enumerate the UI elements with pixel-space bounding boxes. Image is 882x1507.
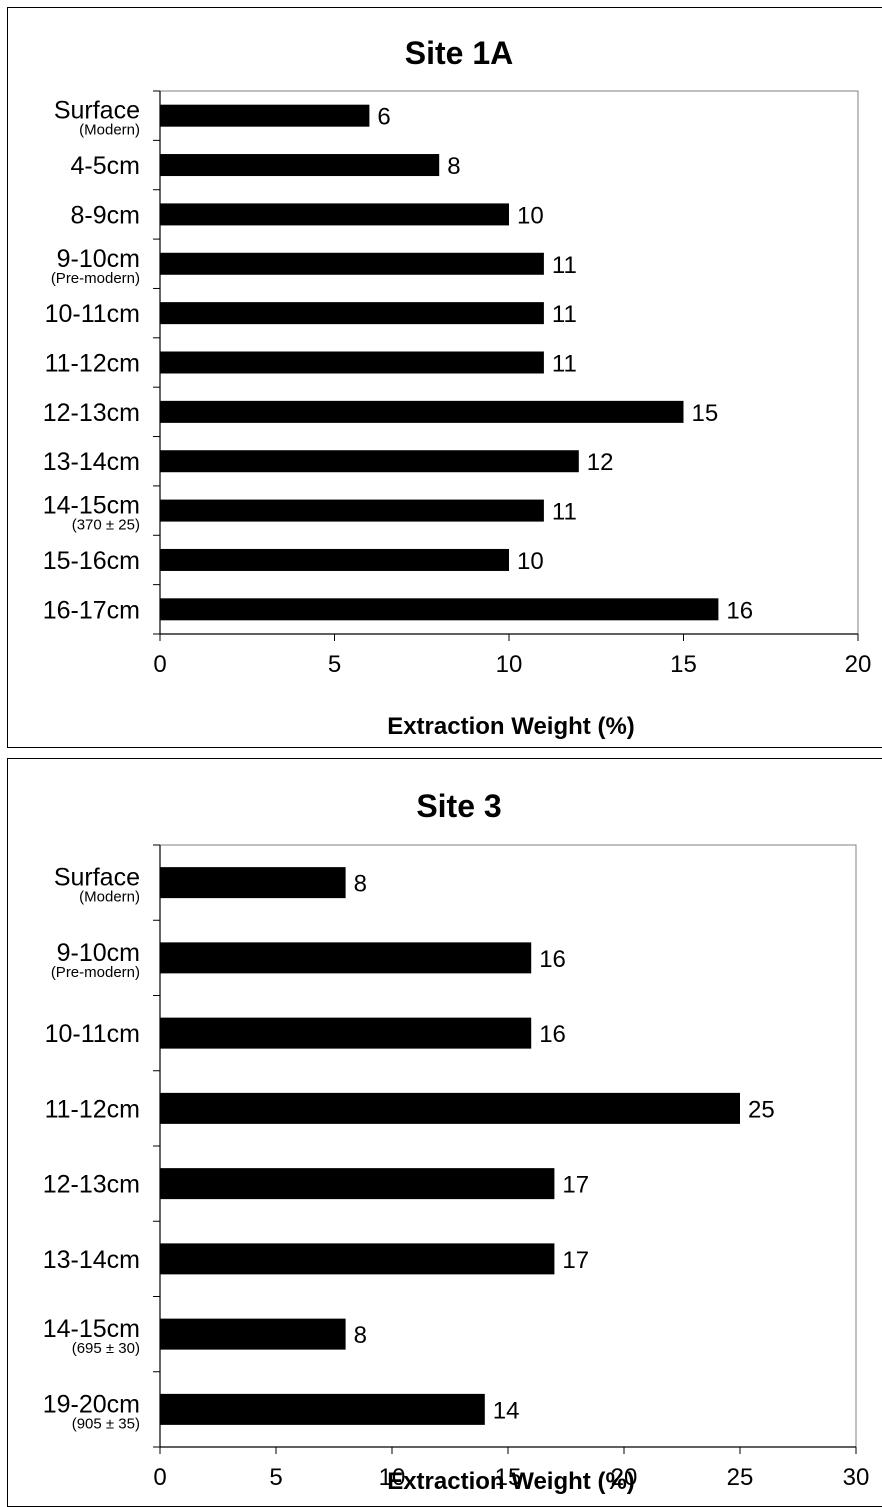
data-label: 14: [493, 1397, 520, 1424]
plot-area-frame: [159, 844, 857, 1448]
category-sublabel: (695 ± 30): [72, 1340, 140, 1357]
category-label: Surface: [54, 864, 140, 892]
x-tick-label: 20: [611, 1464, 638, 1491]
category-sublabel: (Pre-modern): [51, 964, 140, 981]
category-label: 12-13cm: [43, 1171, 140, 1199]
category-label: 19-20cm: [43, 1390, 140, 1418]
x-tick-label: 30: [843, 1464, 870, 1491]
bar-1: [160, 867, 346, 899]
data-label: 15: [692, 400, 719, 427]
category-label: 12-13cm: [43, 399, 140, 427]
x-tick-label: 25: [727, 1464, 754, 1491]
x-axis-label: Extraction Weight (%): [387, 1468, 635, 1495]
data-label: 17: [562, 1247, 589, 1274]
category-label: 4-5cm: [71, 152, 140, 180]
x-tick-label: 5: [269, 1464, 282, 1491]
bar-1: [160, 104, 370, 127]
bar-7: [160, 400, 684, 423]
x-tick-label: 10: [379, 1464, 406, 1491]
data-label: 12: [587, 449, 614, 476]
category-label: 11-12cm: [45, 1095, 140, 1123]
category-label: 13-14cm: [43, 1246, 140, 1274]
chart-title: Site 1A: [405, 35, 513, 71]
bar-5: [160, 302, 544, 325]
bar-2: [160, 154, 440, 177]
x-tick-label: 15: [670, 651, 697, 678]
category-label: 9-10cm: [57, 939, 140, 967]
category-label: 15-16cm: [43, 547, 140, 575]
data-label: 16: [539, 1021, 566, 1048]
data-label: 11: [552, 252, 577, 279]
bar-5: [160, 1168, 555, 1200]
x-tick-label: 0: [153, 651, 166, 678]
data-label: 11: [552, 499, 577, 526]
data-label: 8: [354, 1322, 367, 1349]
data-label: 6: [377, 104, 390, 131]
chart-panel-site-1a: Site 1A Extraction Weight (%) 0 5 10 15 20 6 S…: [7, 7, 882, 748]
data-label: 8: [354, 871, 367, 898]
category-sublabel: (370 ± 25): [72, 517, 140, 534]
bar-3: [160, 1017, 532, 1049]
bar-4: [160, 1092, 740, 1124]
data-label: 11: [552, 351, 577, 378]
category-label: 10-11cm: [45, 1020, 140, 1048]
category-label: 13-14cm: [43, 448, 140, 476]
data-label: 11: [552, 301, 577, 328]
x-tick-label: 10: [496, 651, 523, 678]
bar-10: [160, 548, 509, 571]
category-label: 11-12cm: [45, 350, 140, 378]
data-label: 16: [539, 946, 566, 973]
bar-chart-site-3: Site 3 Extraction Weight (%) 0 5 10 15 20 25 3…: [43, 788, 870, 1495]
data-label: 10: [517, 202, 544, 229]
data-label: 8: [447, 153, 460, 180]
bar-2: [160, 942, 532, 974]
category-label: 10-11cm: [45, 300, 140, 328]
bar-8: [160, 450, 579, 473]
data-label: 10: [517, 548, 544, 575]
chart-panel-site-3: Site 3 Extraction Weight (%) 0 5 10 15 20 25 3…: [7, 758, 882, 1507]
category-label: 14-15cm: [43, 1315, 140, 1343]
bar-6: [160, 1243, 555, 1275]
category-sublabel: (Modern): [79, 889, 140, 906]
category-label: Surface: [54, 97, 140, 125]
bar-8: [160, 1393, 485, 1425]
x-tick-label: 0: [153, 1464, 166, 1491]
category-sublabel: (Modern): [79, 122, 140, 139]
category-sublabel: (905 ± 35): [72, 1415, 140, 1432]
category-label: 8-9cm: [71, 201, 140, 229]
x-tick-label: 15: [495, 1464, 522, 1491]
data-label: 17: [562, 1172, 589, 1199]
x-tick-label: 5: [328, 651, 341, 678]
bar-9: [160, 499, 544, 522]
bar-6: [160, 351, 544, 374]
x-axis-label: Extraction Weight (%): [387, 713, 635, 740]
category-label: 14-15cm: [43, 492, 140, 520]
category-sublabel: (Pre-modern): [51, 270, 140, 287]
bar-chart-site-1a: Site 1A Extraction Weight (%) 0 5 10 15 20 6 S…: [43, 35, 872, 740]
x-tick-label: 20: [845, 651, 872, 678]
category-label: 16-17cm: [43, 596, 140, 624]
bar-7: [160, 1318, 346, 1350]
chart-title: Site 3: [416, 788, 501, 824]
data-label: 16: [726, 597, 753, 624]
category-label: 9-10cm: [57, 245, 140, 273]
bar-4: [160, 252, 544, 275]
bar-3: [160, 203, 509, 226]
data-label: 25: [748, 1096, 775, 1123]
bar-11: [160, 598, 719, 621]
